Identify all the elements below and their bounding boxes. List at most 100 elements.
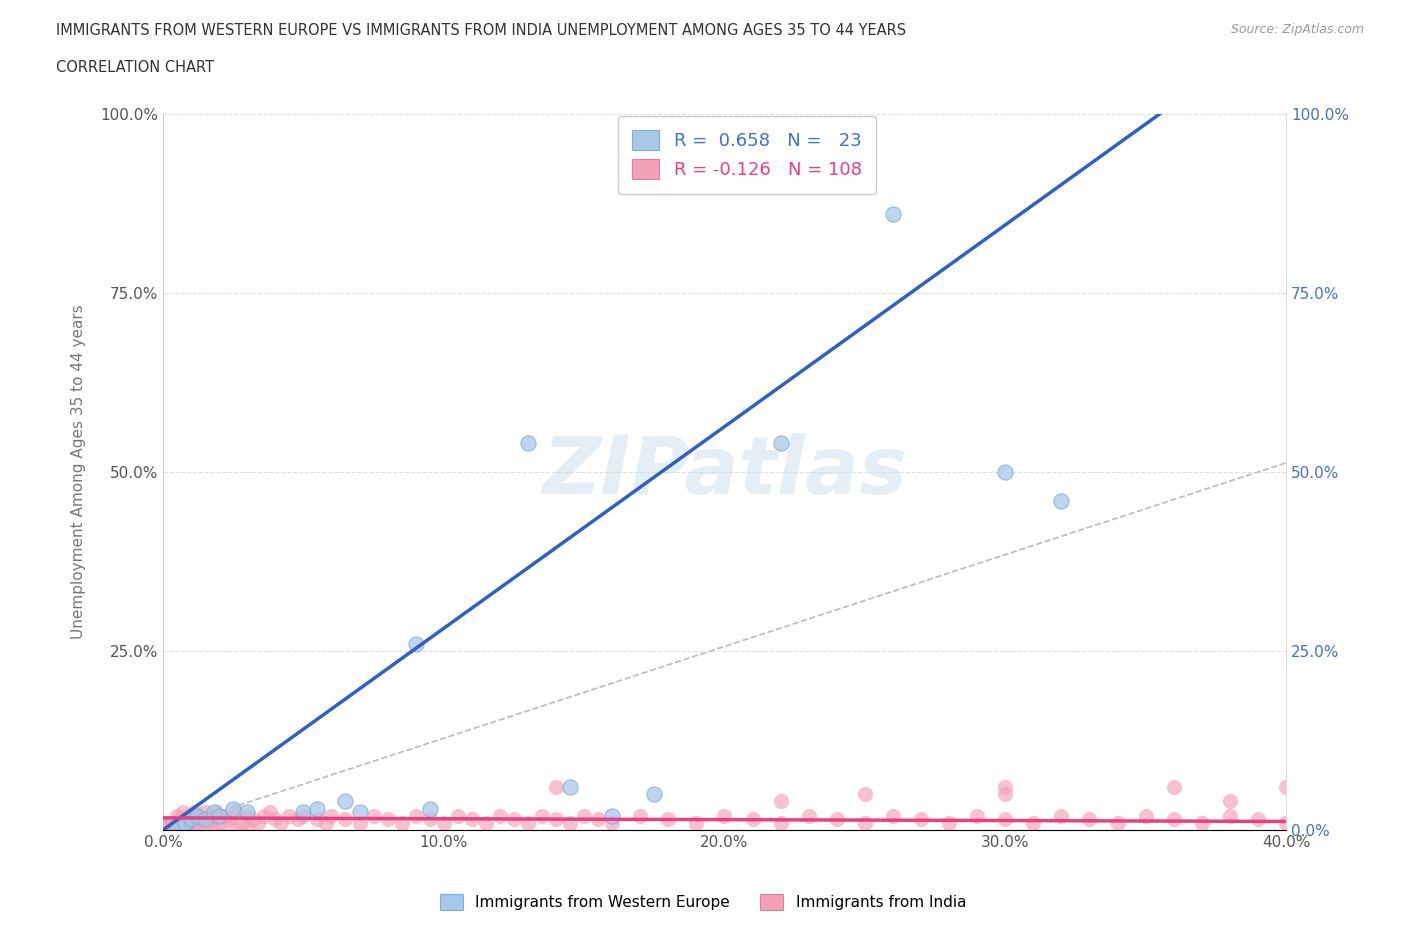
Point xyxy=(287,812,309,827)
Point xyxy=(853,787,876,802)
Point xyxy=(253,808,276,823)
Point xyxy=(202,804,225,819)
Point xyxy=(1022,816,1045,830)
Point xyxy=(600,816,623,830)
Point xyxy=(558,779,581,794)
Point xyxy=(166,819,188,834)
Point xyxy=(172,804,194,819)
Point xyxy=(1107,816,1129,830)
Legend: R =  0.658   N =   23, R = -0.126   N = 108: R = 0.658 N = 23, R = -0.126 N = 108 xyxy=(617,116,876,193)
Point xyxy=(174,816,197,830)
Point xyxy=(186,816,208,830)
Point xyxy=(1275,816,1298,830)
Point xyxy=(155,819,177,834)
Point xyxy=(166,808,188,823)
Point xyxy=(503,812,526,827)
Point xyxy=(157,819,180,834)
Point xyxy=(278,808,301,823)
Point xyxy=(225,804,247,819)
Point xyxy=(1135,808,1157,823)
Point xyxy=(172,819,194,834)
Point xyxy=(1219,794,1241,809)
Point xyxy=(1275,779,1298,794)
Point xyxy=(166,819,188,834)
Point xyxy=(797,808,820,823)
Text: CORRELATION CHART: CORRELATION CHART xyxy=(56,60,214,75)
Point xyxy=(177,808,200,823)
Point xyxy=(188,808,211,823)
Point xyxy=(242,812,264,827)
Point xyxy=(1050,808,1073,823)
Point xyxy=(307,801,329,816)
Point xyxy=(769,794,792,809)
Point xyxy=(183,804,205,819)
Point xyxy=(433,816,456,830)
Point xyxy=(247,816,270,830)
Point xyxy=(769,436,792,451)
Point xyxy=(994,787,1017,802)
Point xyxy=(180,812,202,827)
Point xyxy=(405,636,427,651)
Point xyxy=(600,808,623,823)
Point xyxy=(335,794,357,809)
Text: IMMIGRANTS FROM WESTERN EUROPE VS IMMIGRANTS FROM INDIA UNEMPLOYMENT AMONG AGES : IMMIGRANTS FROM WESTERN EUROPE VS IMMIGR… xyxy=(56,23,907,38)
Point xyxy=(236,808,259,823)
Point xyxy=(160,819,183,834)
Point xyxy=(231,816,253,830)
Point xyxy=(180,812,202,827)
Point xyxy=(882,206,904,221)
Point xyxy=(208,816,231,830)
Point xyxy=(741,812,763,827)
Text: ZIPatlas: ZIPatlas xyxy=(541,433,907,511)
Point xyxy=(259,804,281,819)
Point xyxy=(160,819,183,834)
Point xyxy=(517,816,540,830)
Point xyxy=(685,816,707,830)
Point xyxy=(163,819,186,834)
Point xyxy=(163,819,186,834)
Point xyxy=(1219,808,1241,823)
Point xyxy=(194,804,217,819)
Point xyxy=(180,819,202,834)
Point xyxy=(461,812,484,827)
Point xyxy=(292,804,315,819)
Point xyxy=(214,808,236,823)
Point xyxy=(197,816,219,830)
Point xyxy=(205,804,228,819)
Point xyxy=(447,808,470,823)
Point xyxy=(194,819,217,834)
Point xyxy=(208,808,231,823)
Point xyxy=(586,812,609,827)
Point xyxy=(236,819,259,834)
Point xyxy=(222,801,245,816)
Point xyxy=(1247,812,1270,827)
Point xyxy=(264,812,287,827)
Point xyxy=(349,804,371,819)
Point xyxy=(222,819,245,834)
Point xyxy=(315,816,337,830)
Point xyxy=(172,819,194,834)
Point xyxy=(166,819,188,834)
Point xyxy=(475,816,498,830)
Point xyxy=(219,812,242,827)
Point xyxy=(1163,812,1185,827)
Point xyxy=(157,819,180,834)
Point xyxy=(994,779,1017,794)
Point xyxy=(391,816,413,830)
Legend: Immigrants from Western Europe, Immigrants from India: Immigrants from Western Europe, Immigran… xyxy=(432,886,974,918)
Point xyxy=(335,812,357,827)
Point xyxy=(910,812,932,827)
Point xyxy=(517,436,540,451)
Point xyxy=(643,787,665,802)
Point xyxy=(166,819,188,834)
Text: Source: ZipAtlas.com: Source: ZipAtlas.com xyxy=(1230,23,1364,36)
Point xyxy=(489,808,512,823)
Point xyxy=(1191,816,1213,830)
Point xyxy=(349,816,371,830)
Point xyxy=(169,819,191,834)
Point xyxy=(208,819,231,834)
Point xyxy=(530,808,553,823)
Point xyxy=(157,816,180,830)
Point xyxy=(321,808,343,823)
Point xyxy=(174,819,197,834)
